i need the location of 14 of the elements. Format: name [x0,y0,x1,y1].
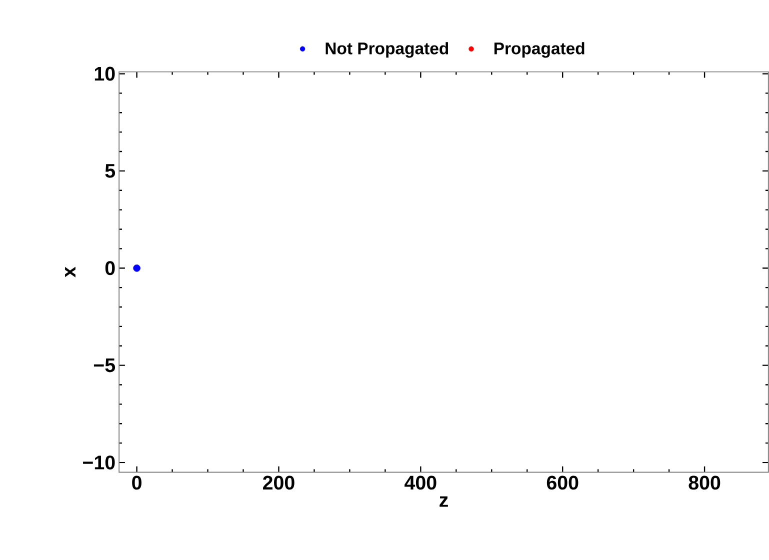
legend-label: Not Propagated [326,42,448,58]
x-tick-label: 400 [404,476,436,490]
x-tick-label: 800 [688,476,720,490]
y-axis-title: x [65,266,76,278]
y-tick-label: 10 [94,66,115,81]
y-tick-label: 5 [105,164,116,178]
x-tick-label: 0 [132,476,142,490]
x-tick-label: 200 [262,476,294,490]
x-axis-title: z [440,496,448,507]
legend-label: Propagated [494,42,584,58]
y-tick-label: −5 [94,358,116,372]
y-tick-label: 0 [105,261,115,276]
x-tick-label: 600 [546,476,578,490]
y-tick-label: −10 [83,456,115,470]
